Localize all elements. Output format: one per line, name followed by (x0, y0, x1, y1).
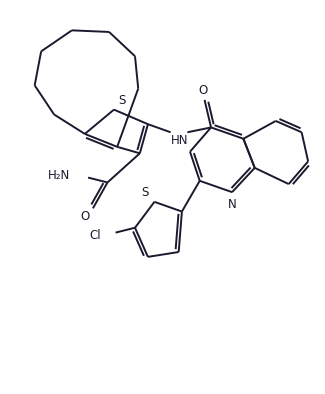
Text: S: S (118, 94, 125, 107)
Text: HN: HN (171, 134, 189, 147)
Text: Cl: Cl (89, 229, 101, 242)
Text: S: S (141, 186, 149, 199)
Text: O: O (80, 210, 90, 223)
Text: O: O (198, 84, 208, 97)
Text: H₂N: H₂N (48, 169, 70, 182)
Text: N: N (228, 198, 237, 211)
